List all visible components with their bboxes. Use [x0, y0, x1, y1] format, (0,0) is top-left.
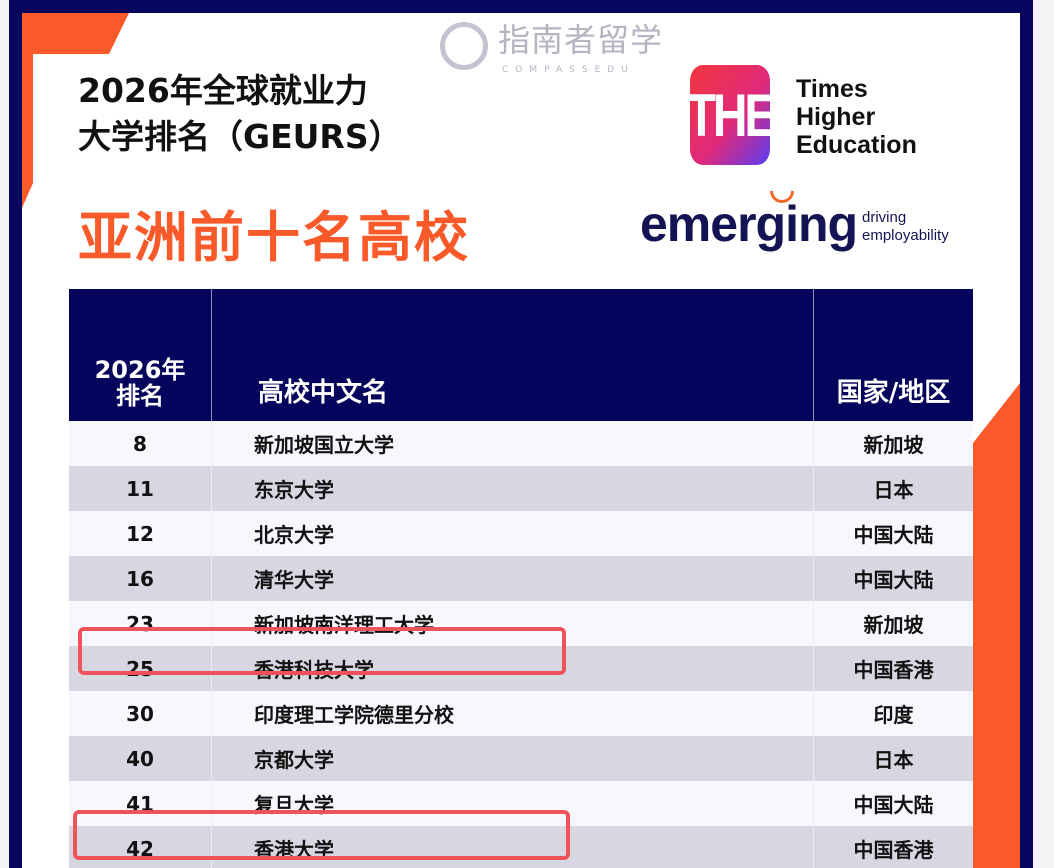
region-cell: 新加坡 — [813, 421, 973, 466]
title-line-2: 大学排名（GEURS） — [78, 117, 402, 156]
rank-cell: 23 — [69, 601, 212, 646]
table-row: 11 东京大学 日本 — [69, 466, 973, 511]
rank-cell: 8 — [69, 421, 212, 466]
the-wordmark-line: Higher — [796, 103, 876, 131]
name-cell: 印度理工学院德里分校 — [211, 691, 814, 736]
rank-cell: 41 — [69, 781, 212, 826]
table-row: 41 复旦大学 中国大陆 — [69, 781, 973, 826]
rank-cell: 42 — [69, 826, 212, 868]
orange-corner-decoration — [22, 13, 129, 208]
table-row: 40 京都大学 日本 — [69, 736, 973, 781]
name-cell: 新加坡南洋理工大学 — [211, 601, 814, 646]
region-cell: 日本 — [813, 466, 973, 511]
name-cell: 新加坡国立大学 — [211, 421, 814, 466]
name-cell: 香港科技大学 — [211, 646, 814, 691]
ranking-card: 2026年全球就业力 大学排名（GEURS） 亚洲前十名高校 THE Times… — [22, 13, 1020, 868]
the-wordmark: Times Higher Education — [796, 75, 917, 159]
watermark: 指南者留学 COMPASSEDU — [440, 20, 670, 82]
page-title: 2026年全球就业力 大学排名（GEURS） — [78, 68, 402, 160]
the-logo-mark: THE — [686, 81, 777, 149]
name-cell: 北京大学 — [211, 511, 814, 556]
region-cell: 印度 — [813, 691, 973, 736]
the-wordmark-line: Education — [796, 131, 917, 159]
region-cell: 新加坡 — [813, 601, 973, 646]
highlight-box — [73, 810, 570, 860]
tagline-line: employability — [862, 227, 949, 244]
rank-cell: 30 — [69, 691, 212, 736]
region-cell: 中国大陆 — [813, 556, 973, 601]
the-logo: THE — [686, 65, 777, 165]
tagline-line: driving — [862, 209, 907, 226]
region-cell: 中国香港 — [813, 646, 973, 691]
rank-cell: 40 — [69, 736, 212, 781]
region-cell: 中国大陆 — [813, 781, 973, 826]
watermark-cn: 指南者留学 — [498, 21, 664, 59]
highlight-box — [78, 627, 566, 675]
orange-side-decoration — [973, 383, 1020, 868]
header-rank-line: 排名 — [116, 382, 164, 410]
table-row: 25 香港科技大学 中国香港 — [69, 646, 973, 691]
name-cell: 京都大学 — [211, 736, 814, 781]
table-header-row: 2026年 排名 高校中文名 国家/地区 — [69, 289, 973, 421]
table-row: 30 印度理工学院德里分校 印度 — [69, 691, 973, 736]
title-line-1: 2026年全球就业力 — [78, 71, 368, 110]
compass-logo-icon — [440, 22, 488, 70]
name-cell: 复旦大学 — [211, 781, 814, 826]
table-row: 42 香港大学 中国香港 — [69, 826, 973, 868]
rank-cell: 16 — [69, 556, 212, 601]
region-cell: 中国香港 — [813, 826, 973, 868]
emerging-logo: emerging — [640, 196, 858, 252]
name-cell: 清华大学 — [211, 556, 814, 601]
rank-cell: 12 — [69, 511, 212, 556]
the-wordmark-line: Times — [796, 75, 868, 103]
emerging-tagline: driving employability — [862, 209, 949, 245]
header-region: 国家/地区 — [813, 289, 973, 421]
header-rank: 2026年 排名 — [69, 289, 212, 421]
page-subtitle: 亚洲前十名高校 — [78, 206, 470, 269]
name-cell: 东京大学 — [211, 466, 814, 511]
watermark-en: COMPASSEDU — [502, 65, 635, 75]
table-row: 16 清华大学 中国大陆 — [69, 556, 973, 601]
header-name: 高校中文名 — [211, 289, 814, 421]
region-cell: 日本 — [813, 736, 973, 781]
table-row: 12 北京大学 中国大陆 — [69, 511, 973, 556]
region-cell: 中国大陆 — [813, 511, 973, 556]
header-rank-line: 2026年 — [94, 356, 186, 384]
table-row: 8 新加坡国立大学 新加坡 — [69, 421, 973, 466]
rank-cell: 11 — [69, 466, 212, 511]
name-cell: 香港大学 — [211, 826, 814, 868]
ranking-table: 2026年 排名 高校中文名 国家/地区 8 新加坡国立大学 新加坡 11 东京大学 日本… — [69, 289, 973, 868]
rank-cell: 25 — [69, 646, 212, 691]
table-row: 23 新加坡南洋理工大学 新加坡 — [69, 601, 973, 646]
